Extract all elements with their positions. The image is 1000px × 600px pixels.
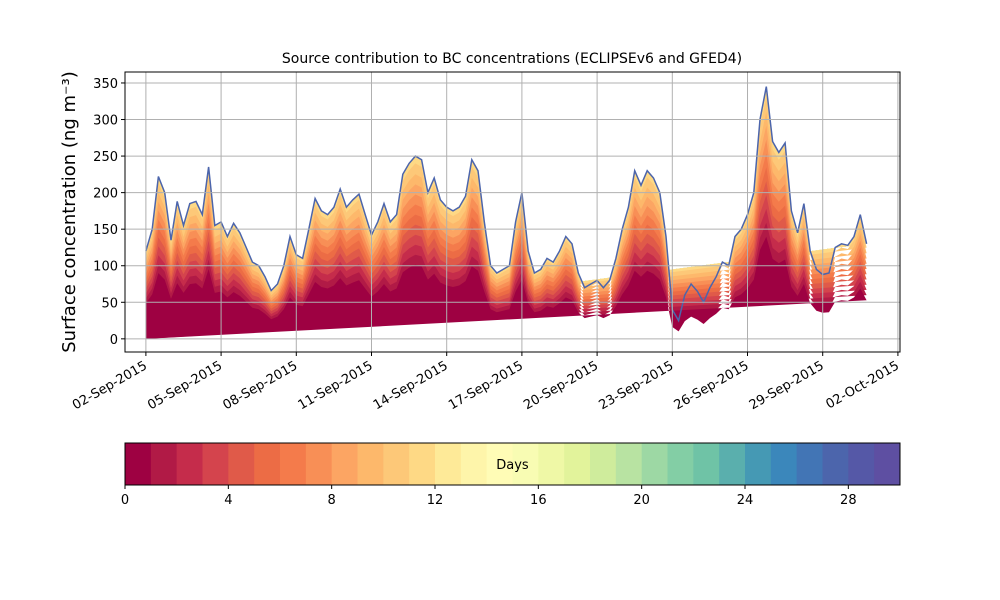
y-tick-label: 200 [93, 187, 118, 202]
colorbar-segment [357, 443, 384, 485]
x-tick-label: 14-Sep-2015 [371, 358, 451, 413]
plot-area: 0 50 100 150 200 250 300 350 02-Sep-201505-Sep-2… [70, 71, 902, 413]
plot-frame [124, 71, 901, 353]
x-tick-label: 02-Oct-2015 [824, 358, 902, 412]
colorbar-segment [848, 443, 875, 485]
colorbar-tick-label: 0 [121, 493, 129, 508]
colorbar-segment [486, 443, 513, 485]
x-tick-label: 20-Sep-2015 [521, 358, 601, 413]
colorbar-segment [874, 443, 901, 485]
colorbar-frame [124, 442, 901, 486]
y-tick-label: 350 [93, 77, 118, 92]
colorbar-segment [667, 443, 694, 485]
colorbar-label: Days [496, 458, 529, 473]
colorbar-segment [822, 443, 849, 485]
colorbar-segment [641, 443, 668, 485]
colorbar-segment [770, 443, 798, 485]
colorbar-segment [280, 443, 307, 485]
colorbar-tick-label: 12 [427, 493, 444, 508]
age-bands [145, 86, 867, 339]
colorbar-segment [228, 443, 255, 485]
y-tick-label: 150 [93, 223, 118, 238]
y-tick-label: 0 [110, 333, 118, 348]
colorbar-tick-label: 20 [633, 493, 650, 508]
colorbar-segment [796, 443, 823, 485]
colorbar-segment [435, 443, 462, 485]
colorbar-segment [745, 443, 772, 485]
colorbar-segment [409, 443, 436, 485]
colorbar-segment [538, 443, 565, 485]
colorbar-segment [383, 443, 410, 485]
x-tick-label: 08-Sep-2015 [220, 358, 300, 413]
x-tick-label: 23-Sep-2015 [596, 358, 676, 413]
colorbar-segment [176, 443, 203, 485]
x-tick-label: 05-Sep-2015 [145, 358, 225, 413]
colorbar-segment [564, 443, 591, 485]
x-tick-label: 02-Sep-2015 [70, 358, 150, 413]
grid [125, 72, 900, 352]
colorbar-tick-label: 8 [328, 493, 336, 508]
colorbar-tick-label: 24 [737, 493, 754, 508]
total-line [145, 86, 868, 323]
age-colorbar: Days 0 4 8 12 16 20 24 28 [121, 442, 901, 508]
colorbar-segment [125, 443, 152, 485]
x-tick-label: 29-Sep-2015 [747, 358, 827, 413]
colorbar-segment [254, 443, 281, 485]
colorbar-segment [305, 443, 333, 485]
colorbar-segment [693, 443, 720, 485]
x-tick-label: 26-Sep-2015 [672, 358, 752, 413]
y-tick-label: 50 [101, 296, 118, 311]
colorbar-segment [460, 443, 488, 485]
y-tick-label: 300 [93, 114, 118, 129]
colorbar-segment [202, 443, 229, 485]
colorbar-segment [719, 443, 746, 485]
y-tick-label: 250 [93, 150, 118, 165]
colorbar-tick-label: 16 [530, 493, 547, 508]
y-axis-label: Surface concentration (ng m⁻³) [59, 71, 80, 353]
chart-title: Source contribution to BC concentrations… [282, 51, 742, 67]
colorbar-segment [512, 443, 539, 485]
colorbar-segment [331, 443, 358, 485]
colorbar-tick-label: 28 [840, 493, 857, 508]
age-band-0 [145, 236, 867, 339]
colorbar-tick-label: 4 [224, 493, 232, 508]
colorbar-segment [150, 443, 178, 485]
x-tick-label: 11-Sep-2015 [296, 358, 376, 413]
y-tick-label: 100 [93, 260, 118, 275]
colorbar-segment [615, 443, 643, 485]
colorbar-segment [590, 443, 617, 485]
x-tick-label: 17-Sep-2015 [446, 358, 526, 413]
